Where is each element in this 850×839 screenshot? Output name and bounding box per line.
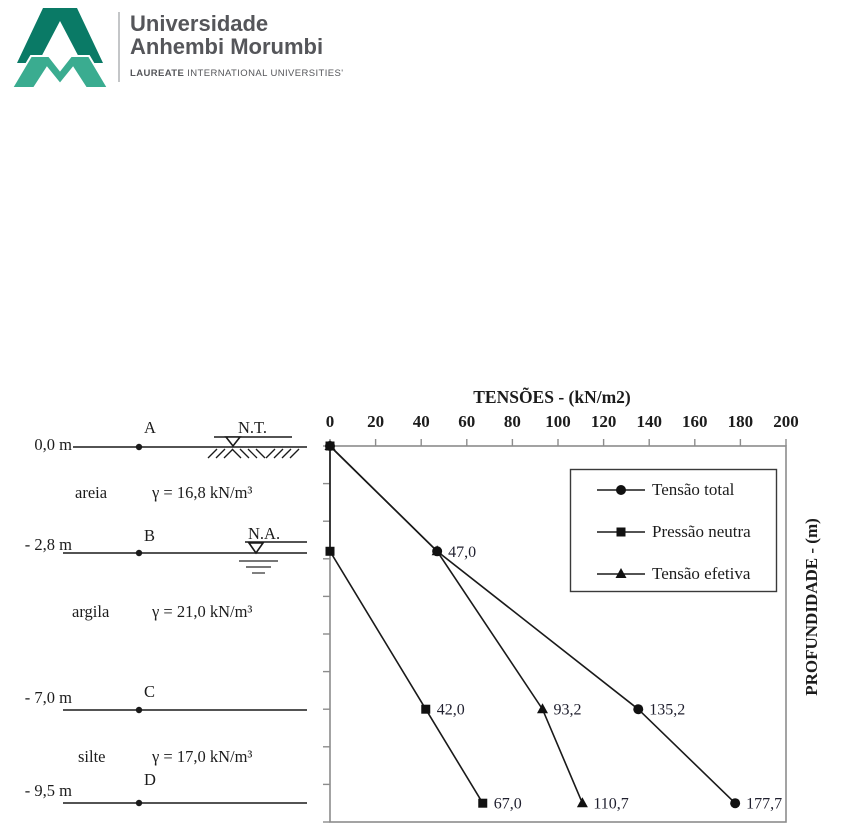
layer-name-silte: silte — [78, 747, 106, 766]
series-circle: 47,0 135,2 177,7 — [325, 441, 782, 813]
data-label: 47,0 — [448, 544, 476, 561]
logo-line2: Anhembi Morumbi — [130, 34, 324, 60]
point-b-dot — [135, 549, 143, 557]
depth-label-3: - 9,5 m — [25, 781, 72, 800]
x-tick-label: 80 — [504, 412, 521, 431]
data-label: 42,0 — [437, 702, 465, 719]
gamma-argila: γ = 21,0 kN/m³ — [151, 602, 252, 621]
surface-label: N.T. — [238, 418, 267, 437]
point-label-b: B — [144, 526, 155, 545]
legend-circle-marker-icon — [616, 485, 626, 495]
data-label: 135,2 — [649, 702, 685, 719]
series-layer: 93,2 110,7 47,0 135,2 177,7 42,0 67,0 — [324, 440, 782, 813]
series-line — [329, 446, 484, 804]
logo-line1: Universidade — [130, 11, 269, 36]
legend-triangle-marker-icon — [615, 568, 627, 578]
gamma-areia: γ = 16,8 kN/m³ — [151, 483, 252, 502]
water-label: N.A. — [248, 524, 280, 543]
square-marker-icon — [478, 798, 488, 808]
layer-name-argila: argila — [72, 602, 110, 621]
legend-square-marker-icon — [616, 527, 626, 537]
square-marker-icon — [325, 441, 335, 451]
x-tick-label: 0 — [326, 412, 335, 431]
circle-marker-icon — [432, 546, 443, 557]
depth-label-1: - 2,8 m — [25, 535, 72, 554]
depth-label-2: - 7,0 m — [25, 688, 72, 707]
circle-marker-icon — [633, 704, 644, 715]
legend-label-total: Tensão total — [652, 480, 735, 499]
x-tick-label: 140 — [636, 412, 662, 431]
depth-label-0: 0,0 m — [34, 435, 72, 454]
depth-axis-label: PROFUNDIDADE - (m) — [802, 518, 821, 696]
logo-subtitle: LAUREATE INTERNATIONAL UNIVERSITIES' — [130, 68, 343, 79]
soil-profile: 0,0 m - 2,8 m - 7,0 m - 9,5 m A B C D N.… — [25, 418, 307, 807]
x-tick-label: 100 — [545, 412, 571, 431]
data-label: 93,2 — [553, 702, 581, 719]
series-square: 42,0 67,0 — [325, 441, 522, 813]
legend-label-neutra: Pressão neutra — [652, 522, 751, 541]
series-line — [329, 445, 736, 804]
point-c-dot — [135, 706, 143, 714]
x-tick-label: 180 — [728, 412, 754, 431]
square-marker-icon — [325, 546, 335, 556]
logo-sub-rest: INTERNATIONAL UNIVERSITIES' — [184, 67, 344, 79]
x-tick-label: 60 — [458, 412, 475, 431]
point-label-d: D — [144, 770, 156, 789]
circle-marker-icon — [730, 798, 741, 809]
layer-name-areia: areia — [75, 483, 108, 502]
chart-title: TENSÕES - (kN/m2) — [473, 387, 631, 407]
point-label-a: A — [144, 418, 156, 437]
legend-label-efetiva: Tensão efetiva — [652, 564, 751, 583]
anhembi-morumbi-monogram-icon — [10, 8, 110, 89]
axis-ticks: 0 20 40 60 80 100 120 140 160 180 200 — [323, 412, 799, 823]
chart-legend: Tensão total Pressão neutra Tensão efeti… — [569, 468, 778, 593]
square-marker-icon — [421, 704, 431, 714]
ground-level-symbol-icon — [207, 436, 300, 459]
gamma-silte: γ = 17,0 kN/m³ — [151, 747, 252, 766]
point-a-dot — [135, 443, 143, 451]
point-label-c: C — [144, 682, 155, 701]
series-line — [329, 445, 584, 804]
logo-a-shape — [17, 8, 103, 63]
x-tick-label: 160 — [682, 412, 708, 431]
water-table-symbol-icon — [239, 541, 307, 574]
triangle-marker-icon — [536, 703, 548, 714]
university-logo: Universidade Anhembi Morumbi LAUREATE IN… — [10, 6, 343, 90]
x-tick-label: 40 — [413, 412, 430, 431]
logo-text: Universidade Anhembi Morumbi LAUREATE IN… — [130, 6, 343, 79]
stress-chart: TENSÕES - (kN/m2) PROFUNDIDADE - (m) 0 20… — [323, 387, 821, 823]
triangle-marker-icon — [576, 797, 588, 808]
x-tick-label: 120 — [591, 412, 617, 431]
logo-m-shape — [10, 55, 110, 89]
data-label: 110,7 — [593, 796, 628, 813]
x-tick-label: 200 — [773, 412, 799, 431]
x-tick-label: 20 — [367, 412, 384, 431]
logo-sub-bold: LAUREATE — [130, 67, 185, 79]
data-label: 177,7 — [746, 796, 782, 813]
logo-divider — [118, 12, 120, 82]
data-label: 67,0 — [494, 796, 522, 813]
point-d-dot — [135, 799, 143, 807]
